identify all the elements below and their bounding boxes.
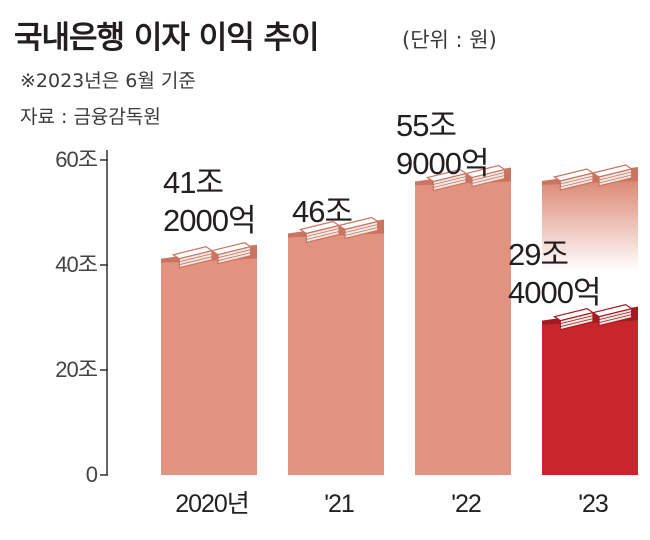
bundle-stripe [598, 311, 632, 321]
bar-2 [415, 164, 511, 475]
bundle-stripe [217, 252, 251, 262]
bundle-stripe [179, 253, 213, 263]
bundle-stripe [306, 228, 340, 237]
y-tick-label: 60조 [55, 147, 97, 172]
bundle-stripe [306, 231, 340, 240]
data-label: 4000억 [508, 275, 600, 310]
bar-face [161, 258, 257, 475]
bundle-stripe [560, 175, 594, 185]
bar-face [288, 233, 384, 475]
bundle-stripe [560, 315, 594, 325]
bundle-stripe [217, 249, 251, 259]
bundle-stripe [344, 224, 378, 233]
x-tick-label: '21 [324, 490, 354, 518]
bar-face [415, 181, 511, 475]
ghost-bar [542, 164, 638, 271]
data-label: 2000억 [163, 203, 255, 238]
bundle-stripe [598, 174, 632, 184]
bar-0 [161, 242, 257, 475]
y-tick-label: 40조 [55, 252, 97, 277]
x-tick-label: 2020년 [175, 490, 249, 518]
data-label: 55조 [396, 108, 456, 143]
bars [161, 164, 638, 475]
y-axis: 0 20조 40조 60조 [55, 147, 108, 487]
bundle-stripe [471, 172, 505, 181]
bundle-stripe [471, 175, 505, 184]
bundle-stripe [344, 227, 378, 236]
y-tick-label: 20조 [55, 357, 97, 382]
bar-face [542, 320, 638, 475]
ghost-bar-face [542, 181, 638, 271]
bundle-stripe [598, 171, 632, 181]
unit-label: (단위 : 원) [402, 28, 497, 52]
bundle-stripe [560, 178, 594, 188]
chart-note: ※2023년은 6월 기준 [20, 70, 196, 92]
bundle-stripe [433, 179, 467, 188]
data-label: 29조 [508, 237, 568, 272]
data-label: 46조 [292, 194, 352, 229]
chart-source: 자료 : 금융감독원 [20, 106, 161, 128]
chart-title: 국내은행 이자 이익 추이 [14, 20, 320, 56]
data-label: 9000억 [396, 146, 488, 181]
bundle-stripe [598, 314, 632, 324]
x-tick-label: '22 [451, 490, 481, 518]
bar-1 [288, 216, 384, 475]
y-tick-label: 0 [86, 462, 98, 487]
bundle-stripe [179, 256, 213, 266]
bundle-stripe [433, 176, 467, 185]
bar-3 [542, 304, 638, 475]
bundle-stripe [560, 318, 594, 328]
data-label: 41조 [163, 165, 223, 200]
x-tick-label: '23 [578, 490, 608, 518]
